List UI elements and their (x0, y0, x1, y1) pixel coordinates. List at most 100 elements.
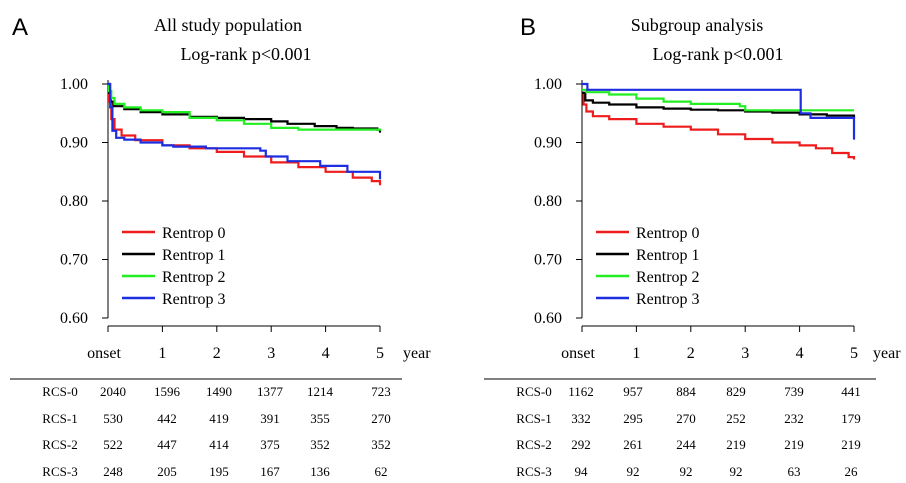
risk-table-cell: 270 (371, 411, 391, 426)
risk-table-cell: 884 (676, 384, 696, 399)
risk-table-cell: 205 (157, 464, 177, 479)
legend-label: Rentrop 3 (636, 291, 700, 308)
survival-curve-rentrop-3 (108, 82, 382, 180)
legend-label: Rentrop 0 (162, 225, 226, 242)
panel-b-x-unit-label: year (873, 345, 901, 362)
risk-table-row-label: RCS-2 (516, 437, 551, 452)
legend-label: Rentrop 0 (636, 225, 700, 242)
panel-a-x-ticks: onset 1 2 3 4 5 (87, 326, 384, 362)
risk-table-cell: 1596 (154, 384, 181, 399)
legend-label: Rentrop 2 (162, 269, 226, 286)
panel-b-legend: Rentrop 0 Rentrop 1 Rentrop 2 Rentrop 3 (596, 225, 700, 308)
x-tick-label: 1 (632, 345, 640, 362)
x-tick-label: 5 (850, 345, 858, 362)
panel-a-y-ticks: 1.00 0.90 0.80 0.70 0.60 (60, 76, 108, 327)
risk-table-cell: 261 (623, 437, 643, 452)
panel-a-risk-table: RCS-0 2040 1596 1490 1377 1214 723 RCS-1 530 442 4… (42, 384, 390, 479)
risk-table-cell: 1214 (307, 384, 334, 399)
panel-a-curves (108, 82, 382, 186)
risk-table-cell: 419 (209, 411, 229, 426)
risk-table-cell: 442 (157, 411, 177, 426)
risk-table-cell: 92 (680, 464, 693, 479)
panel-a-letter: A (12, 14, 28, 41)
risk-table-row-label: RCS-0 (516, 384, 551, 399)
panel-a-subtitle: Log-rank p<0.001 (180, 44, 311, 64)
risk-table-cell: 63 (788, 464, 801, 479)
risk-table-cell: 332 (571, 411, 591, 426)
risk-table-cell: 248 (103, 464, 123, 479)
panel-b-title: Subgroup analysis (631, 15, 764, 35)
risk-table-cell: 530 (103, 411, 123, 426)
panel-a-plot: 1.00 0.90 0.80 0.70 0.60 onset 1 2 3 4 5 year Ren… (60, 76, 431, 362)
risk-table-cell: 195 (209, 464, 229, 479)
panel-b-subtitle: Log-rank p<0.001 (652, 44, 783, 64)
survival-curve-rentrop-0 (108, 82, 382, 186)
panel-b-x-ticks: onset 1 2 3 4 5 (561, 326, 858, 362)
panel-b-plot: 1.00 0.90 0.80 0.70 0.60 onset 1 2 3 4 5 year Ren… (534, 76, 901, 362)
risk-table-cell: 352 (310, 437, 330, 452)
risk-table-cell: 723 (371, 384, 391, 399)
x-tick-label: 2 (687, 345, 695, 362)
x-tick-label: 3 (741, 345, 749, 362)
x-tick-label: 4 (322, 345, 330, 362)
risk-table-cell: 1377 (257, 384, 284, 399)
legend-label: Rentrop 1 (162, 247, 226, 264)
risk-table-row-label: RCS-2 (42, 437, 77, 452)
risk-table-cell: 739 (784, 384, 804, 399)
y-tick-label: 0.80 (60, 193, 88, 210)
legend-label: Rentrop 3 (162, 291, 226, 308)
risk-table-cell: 179 (841, 411, 861, 426)
x-tick-label: 2 (213, 345, 221, 362)
risk-table-cell: 62 (375, 464, 388, 479)
risk-table-cell: 829 (726, 384, 746, 399)
panel-b-risk-table: RCS-0 1162 957 884 829 739 441 RCS-1 332 295 270 25… (516, 384, 860, 479)
risk-table-cell: 1162 (568, 384, 594, 399)
y-tick-label: 1.00 (60, 76, 88, 93)
x-tick-label: 1 (158, 345, 166, 362)
y-tick-label: 0.60 (60, 310, 88, 327)
risk-table-cell: 252 (726, 411, 746, 426)
risk-table-cell: 295 (623, 411, 643, 426)
panel-a: A All study population Log-rank p<0.001 … (10, 14, 431, 479)
risk-table-cell: 441 (841, 384, 861, 399)
panel-a-title: All study population (154, 15, 302, 35)
y-tick-label: 0.60 (534, 310, 562, 327)
risk-table-cell: 1490 (206, 384, 232, 399)
risk-table-cell: 2040 (100, 384, 126, 399)
x-tick-label: onset (561, 345, 595, 362)
risk-table-cell: 375 (260, 437, 280, 452)
y-tick-label: 0.70 (534, 252, 562, 269)
risk-table-cell: 92 (627, 464, 640, 479)
risk-table-cell: 167 (260, 464, 280, 479)
risk-table-cell: 136 (310, 464, 330, 479)
risk-table-cell: 219 (726, 437, 746, 452)
risk-table-cell: 447 (157, 437, 177, 452)
risk-table-cell: 270 (676, 411, 696, 426)
survival-curve-rentrop-2 (108, 82, 382, 131)
survival-curve-rentrop-0 (582, 91, 856, 160)
survival-curve-rentrop-3 (582, 82, 856, 140)
y-tick-label: 0.90 (534, 135, 562, 152)
panel-a-legend: Rentrop 0 Rentrop 1 Rentrop 2 Rentrop 3 (122, 225, 226, 308)
risk-table-cell: 292 (571, 437, 591, 452)
panel-b: B Subgroup analysis Log-rank p<0.001 1.0… (484, 14, 901, 479)
legend-label: Rentrop 1 (636, 247, 700, 264)
risk-table-cell: 94 (575, 464, 589, 479)
risk-table-row-label: RCS-3 (516, 464, 551, 479)
survival-curve-rentrop-2 (582, 88, 854, 112)
risk-table-cell: 391 (260, 411, 280, 426)
panel-b-y-ticks: 1.00 0.90 0.80 0.70 0.60 (534, 76, 582, 327)
risk-table-cell: 219 (841, 437, 861, 452)
y-tick-label: 0.80 (534, 193, 562, 210)
risk-table-cell: 244 (676, 437, 696, 452)
x-tick-label: 4 (796, 345, 804, 362)
x-tick-label: 5 (376, 345, 384, 362)
risk-table-cell: 352 (371, 437, 391, 452)
survival-curve-rentrop-1 (108, 82, 382, 133)
x-tick-label: 3 (267, 345, 275, 362)
risk-table-row-label: RCS-3 (42, 464, 77, 479)
risk-table-row-label: RCS-1 (42, 411, 77, 426)
y-tick-label: 1.00 (534, 76, 562, 93)
risk-table-cell: 957 (623, 384, 643, 399)
